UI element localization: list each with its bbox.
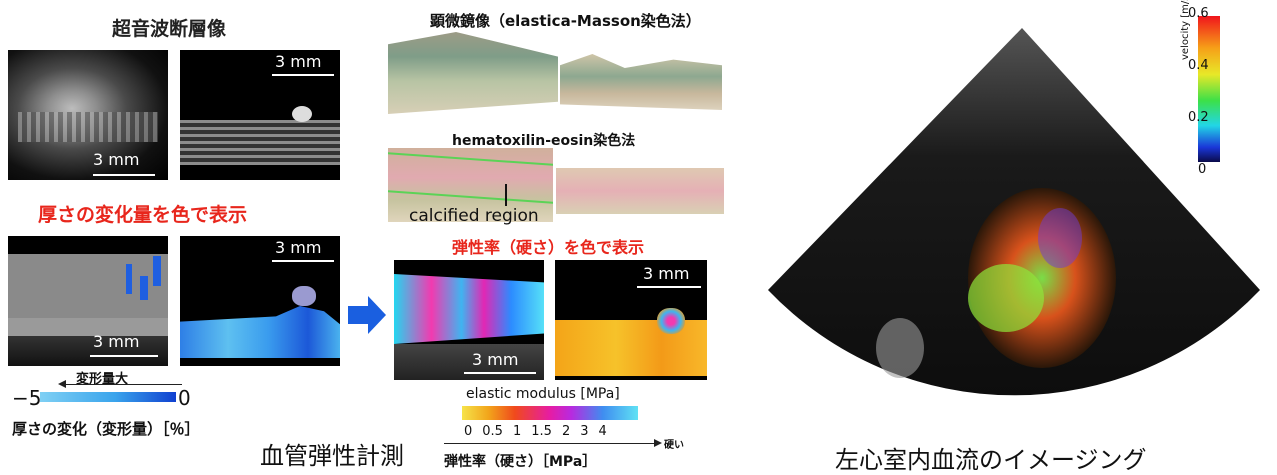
tick-label: 3 <box>580 424 588 439</box>
tick-label: 2 <box>562 424 570 439</box>
microscope-image <box>388 32 724 114</box>
thickness-map-1: 3 mm <box>8 236 168 366</box>
elastic-label: elastic modulus [MPa] <box>466 386 620 402</box>
tick-label: 0.2 <box>1188 110 1209 125</box>
elastic-map-2: 3 mm <box>555 260 707 380</box>
ultrasound-image-2: 3 mm <box>180 50 340 180</box>
colorbar-max: 0 <box>178 386 191 410</box>
hard-label: 硬い <box>664 436 684 451</box>
elastic-caption: 弾性率（硬さ）［MPa］ <box>444 451 596 471</box>
colorbar-min: −5 <box>12 386 41 410</box>
strain-colorbar <box>40 392 176 402</box>
thickness-heading: 厚さの変化量を色で表示 <box>38 200 247 227</box>
arrow-right-small-icon <box>654 439 662 447</box>
colorbar-caption: 厚さの変化（変形量）［％］ <box>12 418 200 439</box>
he-stain-title: hematoxilin-eosin染色法 <box>452 130 635 150</box>
scale-label: 3 mm <box>472 350 518 369</box>
scale-label: 3 mm <box>93 150 139 169</box>
scale-label: 3 mm <box>275 52 321 71</box>
tick-label: 0 <box>464 424 472 439</box>
vascular-caption: 血管弾性計測 <box>260 436 404 471</box>
elastic-ticks: 0 0.5 1 1.5 2 3 4 <box>464 424 607 439</box>
microscope-title: 顕微鏡像（elastica-Masson染色法） <box>430 10 701 31</box>
velocity-label: velocity [m/s] <box>1180 0 1191 60</box>
tick-label: 0 <box>1198 162 1206 177</box>
cardiac-flow-image <box>760 28 1260 428</box>
scale-bar <box>93 174 155 176</box>
elastic-heading: 弾性率（硬さ）を色で表示 <box>452 234 644 258</box>
scale-label: 3 mm <box>93 332 139 351</box>
scale-bar <box>637 286 701 288</box>
ultrasound-image-1: 3 mm <box>8 50 168 180</box>
scale-bar <box>90 355 158 357</box>
tick-label: 0.6 <box>1188 6 1209 21</box>
ultrasound-title: 超音波断層像 <box>112 14 226 41</box>
colorbar-arrow <box>62 384 182 385</box>
cardiac-caption: 左心室内血流のイメージング <box>835 440 1147 475</box>
scale-bar <box>272 74 334 76</box>
arrow-head-icon <box>368 296 386 334</box>
elastic-map-1: 3 mm <box>394 260 544 380</box>
scale-bar <box>272 260 334 262</box>
arrow-left-icon <box>58 380 66 388</box>
arrow-right-icon <box>348 306 368 324</box>
scale-label: 3 mm <box>643 264 689 283</box>
tick-label: 0.5 <box>482 424 503 439</box>
tick-label: 1.5 <box>531 424 552 439</box>
scale-label: 3 mm <box>275 238 321 257</box>
thickness-map-2: 3 mm <box>180 236 340 366</box>
tick-label: 4 <box>599 424 607 439</box>
elastic-colorbar <box>462 406 638 420</box>
calcified-label: calcified region <box>409 206 539 226</box>
scale-bar <box>464 372 536 374</box>
elastic-axis-arrow <box>444 443 656 444</box>
tick-label: 1 <box>513 424 521 439</box>
velocity-colorbar <box>1198 16 1220 162</box>
tick-label: 0.4 <box>1188 58 1209 73</box>
